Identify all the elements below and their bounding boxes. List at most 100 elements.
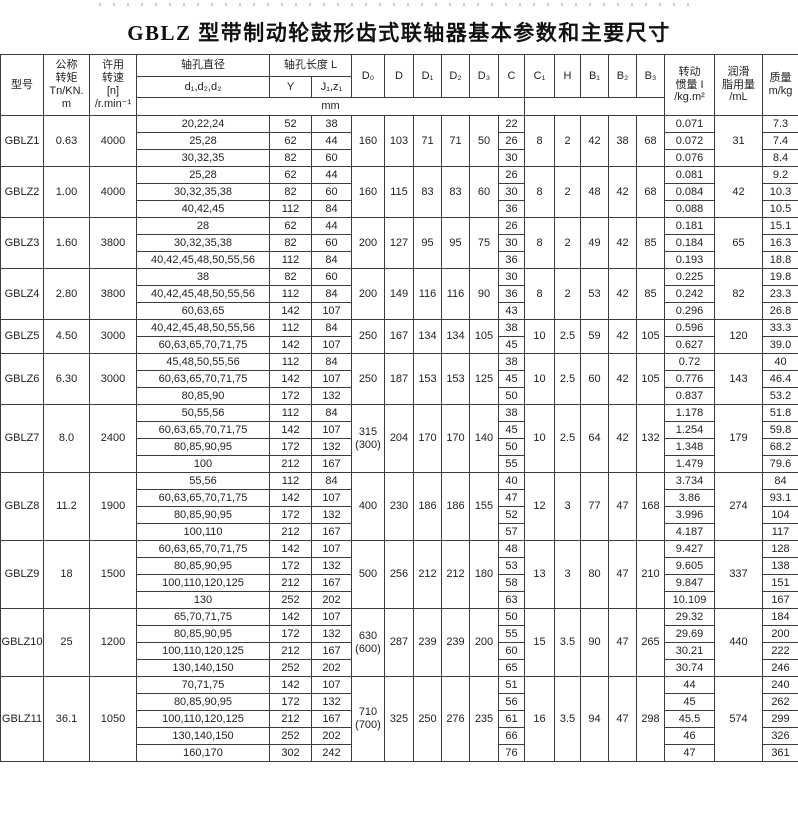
length-j-cell: 44 <box>311 166 352 184</box>
bore-diameters-cell: 30,32,35,38 <box>136 183 270 201</box>
header-unit-blank <box>524 97 665 116</box>
length-j-cell: 84 <box>311 353 352 371</box>
dim-d1-cell: 153 <box>413 353 442 405</box>
mass-cell: 299 <box>762 710 798 728</box>
inertia-cell: 0.084 <box>664 183 715 201</box>
grease-cell: 337 <box>714 540 763 609</box>
table-row: GBLZ10 25 1200 65,70,71,75 142 107 630 (600) 28… <box>0 608 798 677</box>
length-y-cell: 142 <box>269 370 312 388</box>
dim-h-cell: 3.5 <box>554 608 581 677</box>
dim-c-cell: 51 <box>498 676 525 694</box>
dim-h-cell: 2 <box>554 217 581 269</box>
bore-diameters-cell: 80,85,90,95 <box>136 438 270 456</box>
bore-diameters-cell: 25,28 <box>136 166 270 184</box>
dim-b3-cell: 210 <box>636 540 665 609</box>
length-j-cell: 84 <box>311 404 352 422</box>
length-j-cell: 132 <box>311 506 352 524</box>
bore-diameters-cell: 65,70,71,75 <box>136 608 270 626</box>
bore-diameters-cell: 40,42,45 <box>136 200 270 218</box>
mass-cell: 262 <box>762 693 798 711</box>
speed-cell: 3800 <box>89 268 137 320</box>
header-bore-diameter: 轴孔直径 <box>136 54 270 77</box>
dim-c-cell: 22 <box>498 115 525 133</box>
dim-d-cell: 204 <box>384 404 414 473</box>
dim-b3-cell: 68 <box>636 166 665 218</box>
model-cell: GBLZ9 <box>0 540 44 609</box>
header-model: 型号 <box>0 54 44 116</box>
header-dim-b2: B₂ <box>608 54 637 98</box>
length-y-cell: 212 <box>269 574 312 592</box>
length-j-cell: 167 <box>311 455 352 473</box>
bore-diameters-cell: 80,85,90,95 <box>136 506 270 524</box>
length-j-cell: 84 <box>311 472 352 490</box>
dim-c-cell: 43 <box>498 302 525 320</box>
dim-b1-cell: 42 <box>580 115 609 167</box>
table-row: 80,85,90,95 172 132 56 45 262 <box>1 693 798 711</box>
inertia-cell: 29.32 <box>664 608 715 626</box>
bore-diameters-cell: 55,56 <box>136 472 270 490</box>
length-y-cell: 252 <box>269 659 312 677</box>
inertia-cell: 0.627 <box>664 336 715 354</box>
dim-c-cell: 50 <box>498 608 525 626</box>
dim-d0-cell: 200 <box>351 268 385 320</box>
table-row: 80,85,90,95 172 132 52 3.996 104 <box>1 506 798 524</box>
length-j-cell: 84 <box>311 200 352 218</box>
model-cell: GBLZ6 <box>0 353 44 405</box>
grease-cell: 574 <box>714 676 763 762</box>
length-j-cell: 202 <box>311 591 352 609</box>
length-y-cell: 112 <box>269 404 312 422</box>
mass-cell: 240 <box>762 676 798 694</box>
table-row: GBLZ4 2.80 3800 38 82 60 200 149 116 116 90 30 8 2 53 4… <box>0 268 798 320</box>
inertia-cell: 0.081 <box>664 166 715 184</box>
dim-c-cell: 45 <box>498 421 525 439</box>
torque-cell: 1.60 <box>43 217 90 269</box>
header-grease: 润滑 脂用量 /mL <box>714 54 763 116</box>
dim-b1-cell: 53 <box>580 268 609 320</box>
dim-c-cell: 55 <box>498 455 525 473</box>
torque-cell: 2.80 <box>43 268 90 320</box>
inertia-cell: 29.69 <box>664 625 715 643</box>
table-row: 80,85,90,95 172 132 53 9.605 138 <box>1 557 798 575</box>
dim-d2-cell: 134 <box>441 319 470 354</box>
table-row: 80,85,90,95 172 132 50 1.348 68.2 <box>1 438 798 456</box>
inertia-cell: 0.193 <box>664 251 715 269</box>
inertia-cell: 1.479 <box>664 455 715 473</box>
bore-diameters-cell: 130,140,150 <box>136 659 270 677</box>
dim-d1-cell: 134 <box>413 319 442 354</box>
length-y-cell: 172 <box>269 438 312 456</box>
dim-b1-cell: 94 <box>580 676 609 762</box>
dim-b2-cell: 42 <box>608 319 637 354</box>
bore-diameters-cell: 60,63,65 <box>136 302 270 320</box>
dim-d-cell: 167 <box>384 319 414 354</box>
dim-b1-cell: 60 <box>580 353 609 405</box>
inertia-cell: 3.996 <box>664 506 715 524</box>
length-j-cell: 242 <box>311 744 352 762</box>
dim-d0-cell: 160 <box>351 115 385 167</box>
model-cell: GBLZ10 <box>0 608 44 677</box>
length-y-cell: 82 <box>269 268 312 286</box>
dim-d2-cell: 153 <box>441 353 470 405</box>
torque-cell: 0.63 <box>43 115 90 167</box>
length-y-cell: 62 <box>269 217 312 235</box>
dim-b1-cell: 90 <box>580 608 609 677</box>
model-cell: GBLZ8 <box>0 472 44 541</box>
dim-d3-cell: 200 <box>469 608 499 677</box>
bore-diameters-cell: 80,85,90,95 <box>136 693 270 711</box>
dim-c-cell: 76 <box>498 744 525 762</box>
dim-c-cell: 50 <box>498 387 525 405</box>
dim-d1-cell: 239 <box>413 608 442 677</box>
mass-cell: 16.3 <box>762 234 798 252</box>
mass-cell: 326 <box>762 727 798 745</box>
mass-cell: 19.8 <box>762 268 798 286</box>
dim-d-cell: 230 <box>384 472 414 541</box>
inertia-cell: 0.088 <box>664 200 715 218</box>
dim-c1-cell: 10 <box>524 319 555 354</box>
length-y-cell: 172 <box>269 625 312 643</box>
dim-d2-cell: 239 <box>441 608 470 677</box>
table-row: GBLZ6 6.30 3000 45,48,50,55,56 112 84 250 187 15… <box>0 353 798 405</box>
header-dim-c1: C₁ <box>524 54 555 98</box>
length-j-cell: 84 <box>311 285 352 303</box>
mass-cell: 200 <box>762 625 798 643</box>
mass-cell: 7.4 <box>762 132 798 150</box>
